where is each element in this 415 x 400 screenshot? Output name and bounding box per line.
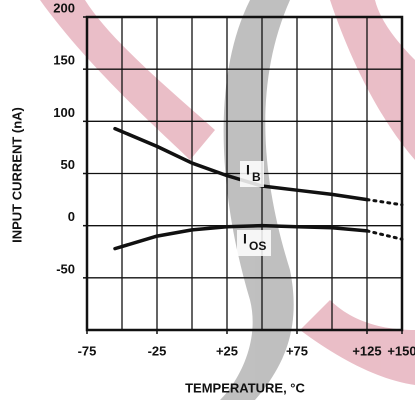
y-tick-label: 200 bbox=[53, 0, 75, 15]
series-line bbox=[113, 223, 369, 251]
series-label-bg bbox=[240, 161, 264, 187]
series-line-extrapolated bbox=[365, 229, 404, 241]
x-tick-label: -25 bbox=[148, 343, 167, 358]
y-tick-label: 100 bbox=[53, 105, 75, 120]
y-axis-title: INPUT CURRENT (nA) bbox=[9, 107, 24, 243]
y-tick-label: -50 bbox=[56, 261, 75, 276]
x-tick-label: +25 bbox=[216, 343, 238, 358]
x-tick-label: +75 bbox=[286, 343, 308, 358]
series-label-bg bbox=[237, 230, 271, 256]
series-label-sub: B bbox=[252, 170, 261, 184]
series-label-sub: OS bbox=[249, 239, 266, 253]
series-label: I bbox=[246, 162, 250, 178]
x-axis-title: TEMPERATURE, °C bbox=[185, 380, 305, 395]
y-tick-label: 50 bbox=[61, 157, 75, 172]
x-tick-label: +150 bbox=[387, 343, 415, 358]
y-tick-label: 0 bbox=[68, 209, 75, 224]
x-tick-label: -75 bbox=[78, 343, 97, 358]
watermark bbox=[40, 0, 415, 400]
series-label: I bbox=[243, 231, 247, 247]
series-line-extrapolated bbox=[365, 198, 404, 207]
x-tick-label: +125 bbox=[352, 343, 381, 358]
y-tick-label: 150 bbox=[53, 53, 75, 68]
